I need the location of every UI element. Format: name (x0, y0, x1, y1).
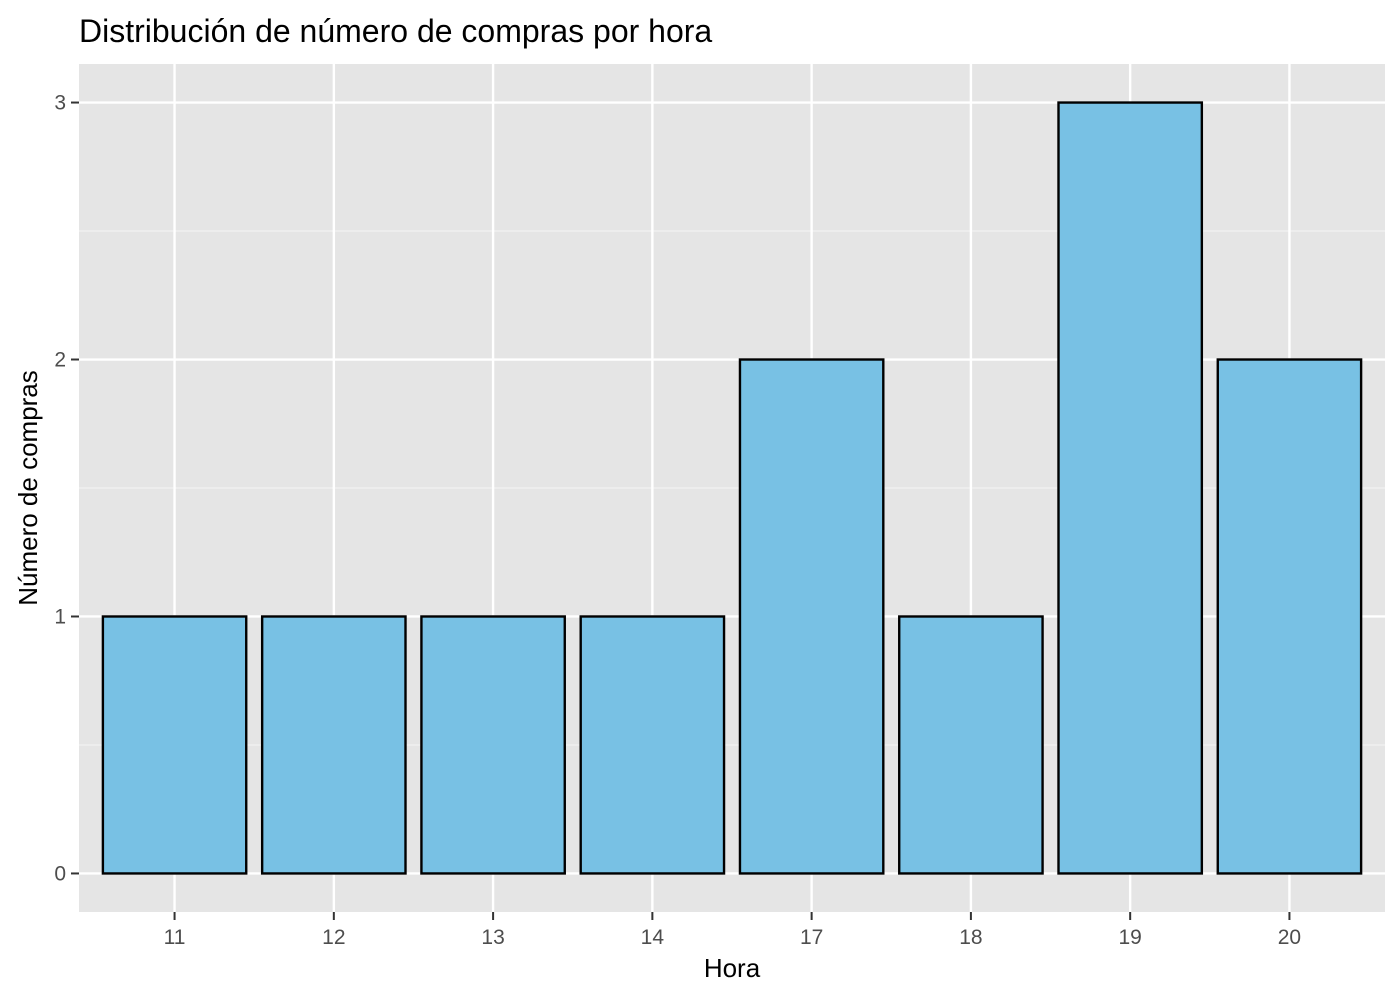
x-tick-label: 14 (641, 926, 665, 949)
bar-11 (101, 615, 248, 875)
x-tick-label: 20 (1278, 926, 1301, 949)
x-axis-title: Hora (704, 953, 761, 983)
x-tick-label: 17 (800, 926, 823, 949)
x-tick-label: 18 (959, 926, 982, 949)
bar-12 (260, 615, 407, 875)
x-tick-label: 12 (322, 926, 345, 949)
bar-18 (898, 615, 1044, 875)
x-tick-label: 19 (1118, 926, 1141, 949)
y-axis-title: Número de compras (13, 370, 43, 606)
y-tick-label: 3 (54, 92, 66, 115)
bar-20 (1216, 358, 1363, 875)
bar-13 (420, 615, 566, 875)
bars (101, 101, 1363, 875)
y-tick-label: 2 (54, 349, 66, 372)
x-tick-label: 11 (164, 926, 186, 949)
y-tick-label: 1 (54, 605, 66, 628)
bar-19 (1057, 101, 1204, 875)
chart-title: Distribución de número de compras por ho… (79, 13, 712, 49)
x-tick-label: 13 (481, 926, 504, 949)
x-axis: 11 12 13 14 17 18 19 20 (164, 912, 1301, 949)
bar-17 (738, 358, 885, 875)
y-tick-label: 0 (54, 862, 66, 885)
bar-14 (579, 615, 726, 875)
y-axis: 0 1 2 3 (54, 92, 79, 885)
